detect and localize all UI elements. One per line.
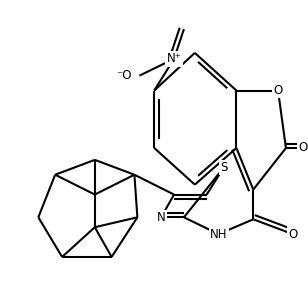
Text: NH: NH: [210, 228, 227, 241]
Text: S: S: [220, 161, 227, 174]
Text: N⁺: N⁺: [167, 52, 181, 65]
Text: O: O: [288, 228, 298, 241]
Text: N: N: [157, 211, 165, 224]
Text: ⁻O: ⁻O: [116, 69, 132, 82]
Text: O: O: [298, 142, 307, 154]
Text: O: O: [274, 84, 283, 97]
